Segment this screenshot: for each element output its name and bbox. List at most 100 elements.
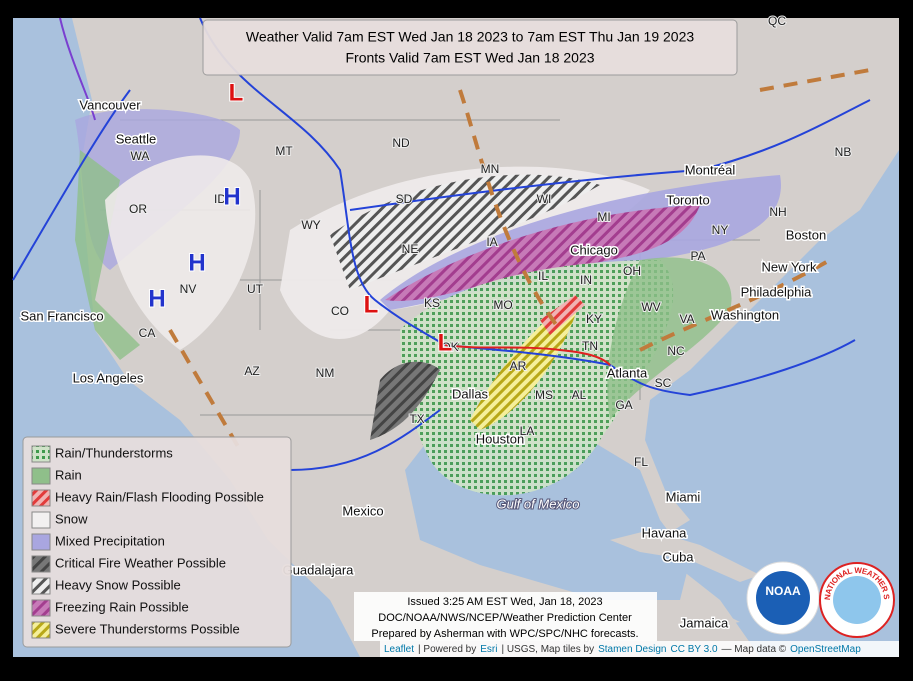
freezing-rain bbox=[385, 205, 700, 301]
state-label: KS bbox=[424, 296, 440, 310]
state-label: TX bbox=[409, 412, 424, 426]
heavy-rain bbox=[540, 295, 585, 335]
state-label: IN bbox=[580, 273, 592, 287]
state-label: NY bbox=[712, 223, 729, 237]
attribution-text: — Map data © bbox=[722, 644, 787, 655]
noaa-logo-inner bbox=[756, 571, 810, 625]
occluded bbox=[59, 17, 96, 121]
legend-label: Rain bbox=[55, 467, 82, 482]
front-north bbox=[349, 99, 871, 211]
cuba bbox=[610, 530, 760, 582]
legend-swatch bbox=[31, 599, 51, 617]
city-label: Miami bbox=[666, 489, 701, 504]
state-label: WY bbox=[301, 218, 320, 232]
state-label: AL bbox=[572, 388, 587, 402]
noaa-text: NOAA bbox=[765, 584, 801, 598]
city-label: Atlanta bbox=[607, 365, 648, 380]
state-label: OK bbox=[441, 340, 458, 354]
state-label: PA bbox=[690, 249, 705, 263]
legend-label: Critical Fire Weather Possible bbox=[55, 555, 226, 570]
state-label: WV bbox=[641, 300, 660, 314]
state-label: SD bbox=[396, 192, 413, 206]
city-label: Jamaica bbox=[680, 615, 729, 630]
issued-line: Prepared by Asherman with WPC/SPC/NHC fo… bbox=[371, 628, 638, 640]
pressure-center: H bbox=[223, 183, 240, 210]
state-label: MS bbox=[535, 388, 553, 402]
state-label: OR bbox=[129, 202, 147, 216]
city-label: Cuba bbox=[662, 549, 694, 564]
legend-swatch bbox=[31, 621, 51, 639]
state-label: CA bbox=[139, 326, 156, 340]
attribution-link[interactable]: Stamen Design bbox=[598, 644, 666, 655]
nws-logo-inner bbox=[833, 576, 881, 624]
city-label: Guadalajara bbox=[283, 562, 355, 577]
attribution-bar bbox=[380, 641, 899, 657]
legend-swatch bbox=[31, 555, 51, 573]
legend-label: Snow bbox=[55, 511, 88, 526]
state-label: AR bbox=[510, 359, 527, 373]
city-label: Philadelphia bbox=[741, 284, 813, 299]
city-label: Havana bbox=[642, 525, 688, 540]
city-label: Toronto bbox=[666, 192, 709, 207]
attribution-link[interactable]: OpenStreetMap bbox=[790, 644, 861, 655]
legend-label: Severe Thunderstorms Possible bbox=[55, 621, 240, 636]
issued-line: DOC/NOAA/NWS/NCEP/Weather Prediction Cen… bbox=[378, 612, 632, 624]
legend-swatch bbox=[31, 533, 51, 551]
legend-swatch bbox=[31, 467, 51, 485]
fire-weather bbox=[370, 361, 440, 440]
title-box bbox=[202, 19, 738, 76]
water-label: Gulf of Mexico bbox=[496, 496, 579, 511]
city-label: Chicago bbox=[570, 242, 618, 257]
attribution-link[interactable]: Esri bbox=[480, 644, 497, 655]
front-mexico bbox=[289, 409, 441, 471]
city-label: Montréal bbox=[685, 162, 736, 177]
legend-swatch bbox=[31, 577, 51, 595]
city-label: Los Angeles bbox=[73, 370, 144, 385]
caribbean bbox=[690, 612, 740, 628]
attribution-text: | Powered by bbox=[418, 644, 476, 655]
troughs bbox=[168, 68, 871, 452]
city-label: Mexico bbox=[342, 503, 383, 518]
legend-label: Heavy Rain/Flash Flooding Possible bbox=[55, 489, 264, 504]
trough bbox=[759, 68, 871, 92]
title-line: Fronts Valid 7am EST Wed Jan 18 2023 bbox=[345, 50, 594, 66]
title-line: Weather Valid 7am EST Wed Jan 18 2023 to… bbox=[246, 29, 694, 45]
attribution-link[interactable]: Leaflet bbox=[384, 644, 414, 655]
state-label: IL bbox=[538, 269, 548, 283]
trough bbox=[458, 89, 562, 332]
state-label: OH bbox=[623, 264, 641, 278]
legend-box bbox=[22, 436, 292, 648]
state-label: VA bbox=[679, 312, 694, 326]
rain-west bbox=[75, 150, 140, 360]
attribution-text: | USGS, Map tiles by bbox=[501, 644, 594, 655]
city-label: Vancouver bbox=[79, 97, 141, 112]
pressure-center: L bbox=[364, 291, 379, 318]
state-label: AZ bbox=[244, 364, 259, 378]
state-label: MT bbox=[275, 144, 293, 158]
attribution: Leaflet | Powered by Esri | USGS, Map tiles… bbox=[384, 644, 861, 655]
state-label: UT bbox=[247, 282, 264, 296]
city-label: Boston bbox=[786, 227, 826, 242]
legend-swatch bbox=[31, 445, 51, 463]
city-label: Dallas bbox=[452, 386, 489, 401]
city-label: Seattle bbox=[116, 131, 156, 146]
state-label: NH bbox=[769, 205, 786, 219]
atlantic bbox=[645, 150, 899, 657]
legend-swatch bbox=[31, 511, 51, 529]
warm-front bbox=[444, 344, 611, 366]
state-label: NC bbox=[667, 344, 685, 358]
state-label: QC bbox=[768, 14, 786, 28]
state-label: MI bbox=[597, 210, 610, 224]
state-label: NE bbox=[402, 242, 419, 256]
legend: Rain/Thunderstorms Rain Heavy Rain/Flash F… bbox=[31, 445, 264, 639]
attribution-link[interactable]: CC BY 3.0 bbox=[670, 644, 717, 655]
legend-label: Rain/Thunderstorms bbox=[55, 445, 173, 460]
state-label: WA bbox=[131, 149, 150, 163]
pressure-center: L bbox=[438, 329, 453, 356]
legend-label: Mixed Precipitation bbox=[55, 533, 165, 548]
pressure-center: H bbox=[148, 285, 165, 312]
state-label: NB bbox=[835, 145, 852, 159]
state-label: FL bbox=[634, 455, 648, 469]
labels: Vancouver Seattle San Francisco Los Angeles… bbox=[19, 13, 852, 632]
